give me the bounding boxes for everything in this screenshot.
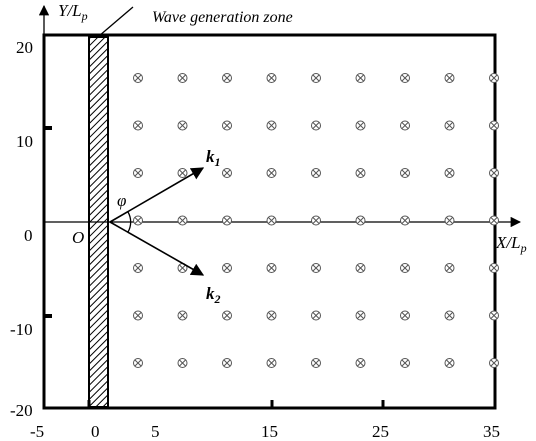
wave-gauge-marker (311, 120, 321, 131)
wave-gauge-marker (355, 215, 366, 226)
wave-gauge-marker (222, 215, 232, 226)
wave-gauge-marker (311, 263, 321, 273)
x-tick-label: 0 (91, 422, 100, 441)
y-tick-label: 0 (24, 226, 33, 245)
wave-gauge-marker (444, 168, 455, 178)
wave-gauge-marker (266, 358, 277, 368)
wave-gauge-marker (489, 120, 499, 131)
vector-k2-arrow (109, 221, 205, 276)
wave-gauge-marker (355, 168, 366, 178)
wave-gauge-marker (222, 358, 232, 368)
wave-gauge-marker (133, 263, 143, 273)
wave-gauge-marker (355, 73, 366, 83)
wave-gauge-marker (266, 73, 277, 83)
wave-gauge-marker (266, 310, 277, 321)
zone-label: Wave generation zone (152, 9, 293, 26)
wave-gauge-marker (400, 310, 410, 321)
wave-gauge-marker (133, 215, 143, 226)
vector-k1-label: k1 (206, 147, 221, 169)
x-tick-label: 15 (261, 422, 278, 441)
wave-gauge-marker (400, 120, 410, 131)
wave-gauge-marker (222, 168, 232, 178)
wave-gauge-marker (133, 168, 143, 178)
y-tick-label: 10 (16, 132, 33, 151)
wave-gauge-marker (177, 310, 188, 321)
angle-arc (127, 211, 132, 233)
wave-gauge-marker (133, 310, 143, 321)
wave-gauge-marker (177, 215, 188, 226)
wave-gauge-marker (355, 120, 366, 131)
x-tick-label: -5 (30, 422, 44, 441)
wave-gauge-marker (444, 120, 455, 131)
wave-gauge-marker (133, 120, 143, 131)
wave-gauge-grid (133, 73, 499, 368)
x-axis-title: X/Lp (495, 233, 527, 255)
wave-gauge-marker (355, 263, 366, 273)
wave-gauge-marker (266, 263, 277, 273)
wave-gauge-marker (222, 263, 232, 273)
origin-label: O (72, 228, 84, 247)
wave-gauge-marker (177, 168, 188, 178)
wave-gauge-marker (355, 310, 366, 321)
wave-gauge-marker (400, 215, 410, 226)
wave-gauge-marker (311, 215, 321, 226)
wave-gauge-marker (400, 263, 410, 273)
y-tick-label: -20 (10, 401, 33, 420)
y-tick-label: -10 (10, 320, 33, 339)
x-tick-label: 35 (483, 422, 500, 441)
wave-gauge-marker (222, 73, 232, 83)
left-edge-ticks (44, 126, 52, 318)
wave-gauge-marker (266, 168, 277, 178)
wave-gauge-marker (444, 215, 455, 226)
wave-gauge-marker (444, 263, 455, 273)
wave-gauge-marker (266, 120, 277, 131)
wave-gauge-marker (133, 73, 143, 83)
wave-gauge-marker (311, 73, 321, 83)
wave-gauge-marker (266, 215, 277, 226)
wave-gauge-marker (444, 310, 455, 321)
wave-gauge-marker (311, 358, 321, 368)
y-axis-title: Y/Lp (58, 1, 88, 23)
wave-gauge-marker (311, 168, 321, 178)
wave-gauge-marker (222, 120, 232, 131)
wave-gauge-marker (133, 358, 143, 368)
wave-gauge-marker (400, 358, 410, 368)
wave-gauge-marker (489, 358, 499, 368)
wave-gauge-marker (311, 310, 321, 321)
wave-gauge-marker (444, 73, 455, 83)
wave-gauge-marker (177, 73, 188, 83)
wave-gauge-marker (489, 215, 499, 226)
vector-k2-label: k2 (206, 284, 221, 306)
zone-leader-line (98, 6, 134, 37)
x-tick-label: 5 (151, 422, 160, 441)
wave-gauge-marker (489, 73, 499, 83)
wave-gauge-marker (400, 73, 410, 83)
x-tick-label: 25 (372, 422, 389, 441)
wave-gauge-marker (222, 310, 232, 321)
angle-phi-label: φ (117, 191, 126, 210)
y-tick-label: 20 (16, 38, 33, 57)
wave-gauge-marker (489, 168, 499, 178)
vector-k1-arrow (109, 167, 205, 223)
wave-gauge-marker (177, 120, 188, 131)
wave-gauge-marker (489, 310, 499, 321)
wave-gauge-marker (400, 168, 410, 178)
wave-gauge-marker (355, 358, 366, 368)
wave-gauge-marker (177, 358, 188, 368)
wave-gauge-marker (444, 358, 455, 368)
wave-gauge-marker (489, 263, 499, 273)
